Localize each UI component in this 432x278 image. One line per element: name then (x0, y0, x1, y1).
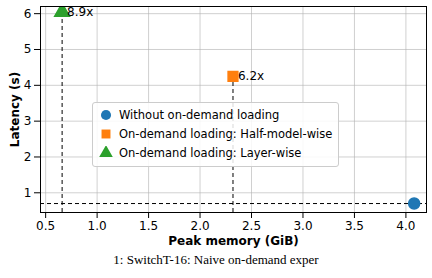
svg-text:1.0: 1.0 (88, 219, 107, 233)
svg-text:2.5: 2.5 (242, 219, 261, 233)
html-text:On-demand loading: Layer-wise: On-demand loading: Layer-wise (119, 145, 302, 160)
svg-text:3.5: 3.5 (345, 219, 364, 233)
svg-text:3: 3 (24, 114, 32, 128)
svg-text:8.9x: 8.9x (67, 4, 94, 19)
svg-text:1: 1 (24, 186, 32, 200)
html-text:On-demand loading: Half-model-: On-demand loading: Half-model-wise (119, 126, 333, 141)
svg-text:Latency (s): Latency (s) (8, 72, 22, 147)
svg-text:5: 5 (24, 42, 32, 56)
svg-text:1.5: 1.5 (139, 219, 158, 233)
html-text:Without on-demand loading: Without on-demand loading (119, 107, 280, 122)
svg-text:0.5: 0.5 (36, 219, 55, 233)
svg-text:4.0: 4.0 (396, 219, 415, 233)
svg-text:Peak memory (GiB): Peak memory (GiB) (168, 234, 299, 248)
svg-text:2: 2 (24, 150, 32, 164)
svg-text:4: 4 (24, 78, 32, 92)
svg-text:6: 6 (24, 7, 32, 21)
svg-text:3.0: 3.0 (293, 219, 312, 233)
svg-text:2.0: 2.0 (190, 219, 209, 233)
svg-text:6.2x: 6.2x (238, 69, 264, 83)
html-text:1: SwitchT-16: Naive on-demand: 1: SwitchT-16: Naive on-demand exper (113, 252, 319, 267)
